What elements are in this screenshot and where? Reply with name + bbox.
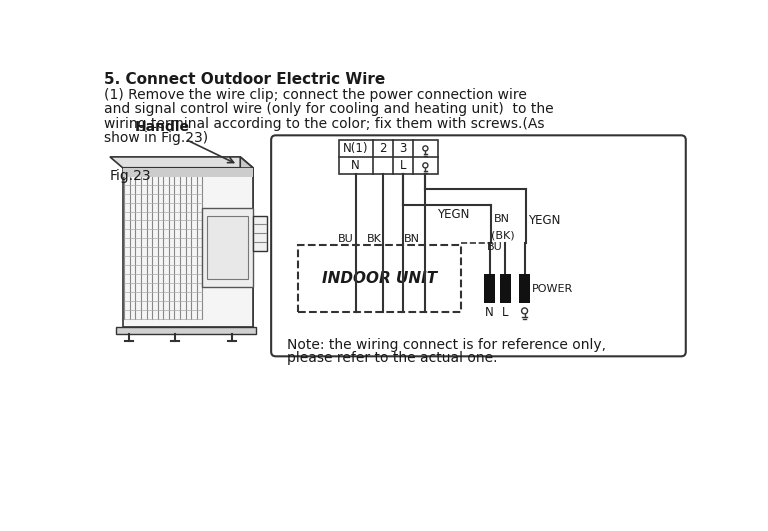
Text: N(1): N(1) — [343, 142, 369, 155]
Text: Note: the wiring connect is for reference only,: Note: the wiring connect is for referenc… — [287, 338, 607, 352]
Bar — [500, 274, 511, 303]
Bar — [298, 245, 461, 312]
FancyBboxPatch shape — [271, 135, 686, 356]
Text: 5. Connect Outdoor Electric Wire: 5. Connect Outdoor Electric Wire — [104, 72, 385, 87]
Text: N: N — [351, 159, 360, 172]
Text: BK: BK — [367, 234, 382, 244]
Text: wiring terminal according to the color; fix them with screws.(As: wiring terminal according to the color; … — [104, 117, 545, 131]
Text: please refer to the actual one.: please refer to the actual one. — [287, 351, 498, 365]
Bar — [116, 327, 256, 334]
Text: BU: BU — [338, 234, 353, 244]
Bar — [519, 274, 530, 303]
Bar — [253, 216, 267, 251]
Text: Fig.23: Fig.23 — [110, 169, 151, 183]
Text: POWER: POWER — [532, 284, 574, 294]
Text: L: L — [502, 305, 508, 319]
Bar — [123, 168, 253, 327]
Text: N: N — [485, 305, 494, 319]
Bar — [123, 168, 253, 177]
Text: 2: 2 — [379, 142, 386, 155]
Text: Handle: Handle — [134, 120, 190, 134]
Text: (1) Remove the wire clip; connect the power connection wire: (1) Remove the wire clip; connect the po… — [104, 88, 527, 101]
Bar — [203, 208, 253, 287]
Text: (BK): (BK) — [492, 230, 515, 240]
Bar — [207, 216, 248, 279]
Text: BN: BN — [404, 234, 419, 244]
Text: show in Fig.23): show in Fig.23) — [104, 132, 208, 145]
Text: BU: BU — [488, 242, 503, 252]
Polygon shape — [110, 157, 253, 168]
Text: YEGN: YEGN — [437, 208, 469, 221]
Bar — [485, 274, 495, 303]
Bar — [339, 140, 438, 174]
Text: and signal control wire (only for cooling and heating unit)  to the: and signal control wire (only for coolin… — [104, 102, 554, 116]
Polygon shape — [240, 157, 253, 327]
Text: L: L — [399, 159, 406, 172]
Text: 3: 3 — [399, 142, 406, 155]
Text: BN: BN — [494, 214, 510, 224]
Text: INDOOR UNIT: INDOOR UNIT — [322, 271, 437, 286]
Text: YEGN: YEGN — [528, 213, 561, 227]
